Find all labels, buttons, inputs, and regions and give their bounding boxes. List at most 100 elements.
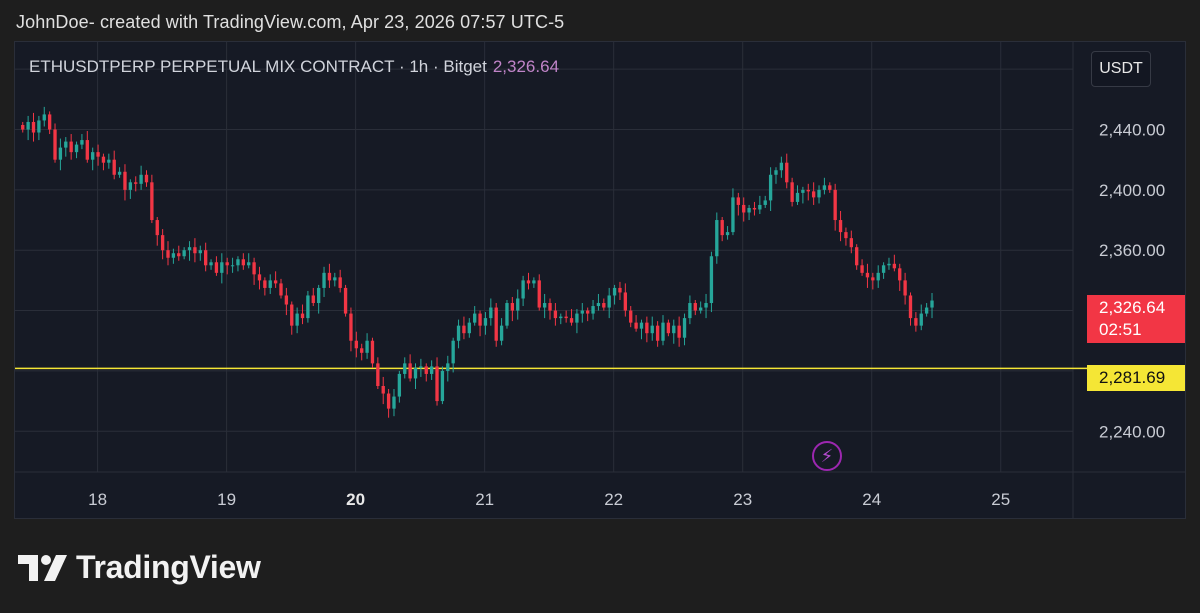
candle: [117, 167, 122, 178]
candle-body: [785, 162, 789, 183]
candle: [591, 300, 595, 320]
candle-body: [499, 325, 504, 341]
candle: [193, 238, 197, 263]
candle: [849, 230, 853, 254]
candle: [542, 293, 547, 319]
candle: [295, 307, 299, 334]
candle: [634, 315, 638, 332]
candle: [650, 316, 654, 341]
candle: [607, 287, 611, 319]
candle-body: [537, 280, 541, 308]
candle: [914, 312, 918, 332]
candle: [569, 309, 574, 326]
candle-body: [677, 325, 681, 338]
candle: [58, 138, 63, 171]
candle: [682, 313, 687, 346]
candle: [736, 192, 740, 216]
candle: [198, 245, 202, 261]
candle: [123, 164, 127, 201]
candle: [107, 153, 111, 169]
candle-body: [365, 340, 369, 353]
candle: [386, 389, 391, 418]
candle-body: [349, 313, 353, 341]
candle: [230, 257, 235, 273]
candle: [333, 272, 337, 287]
candle: [311, 287, 315, 307]
candle: [516, 289, 520, 320]
candle-body: [440, 370, 445, 402]
symbol-legend: ETHUSDTPERP PERPETUAL MIX CONTRACT · 1h …: [29, 57, 559, 77]
candle: [220, 253, 224, 284]
time-axis: 18 19 20 21 22 23 24 25: [88, 490, 1010, 509]
candle: [790, 177, 794, 207]
time-tick-label: 23: [733, 490, 752, 509]
candle: [112, 150, 116, 180]
candle: [171, 248, 176, 264]
candle-body: [639, 322, 644, 329]
horizontal-level-tag[interactable]: 2,281.69: [1087, 365, 1185, 391]
candle-body: [107, 159, 111, 163]
candle-body: [666, 322, 671, 334]
candle: [903, 272, 907, 305]
candle-body: [898, 268, 902, 281]
candle-body: [381, 386, 385, 394]
candle-body: [736, 197, 740, 205]
candle-body: [360, 348, 364, 353]
candle-body: [370, 340, 375, 364]
time-tick-label: 19: [217, 490, 236, 509]
candle: [247, 253, 251, 269]
attribution-text: JohnDoe- created with TradingView.com, A…: [16, 12, 565, 32]
candle-body: [548, 303, 552, 311]
candle-body: [881, 265, 886, 273]
candle: [370, 337, 375, 368]
candle-body: [838, 220, 843, 233]
candle: [693, 300, 697, 316]
candle: [160, 229, 165, 260]
candle-body: [160, 235, 165, 251]
candle: [80, 134, 84, 150]
candle: [559, 313, 563, 325]
candle-body: [688, 303, 692, 319]
candles-layer: [21, 106, 934, 418]
candle-body: [704, 303, 708, 308]
candle-body: [521, 280, 525, 299]
candle-body: [247, 262, 251, 266]
candle-body: [924, 307, 929, 314]
candle-body: [569, 318, 574, 323]
candle-body: [26, 121, 30, 130]
candle: [397, 370, 402, 403]
candle-body: [586, 310, 590, 314]
candle-body: [720, 220, 724, 236]
candle: [715, 212, 719, 264]
price-chart[interactable]: 2,440.00 2,400.00 2,360.00 2,240.00 18 19 20 2…: [15, 42, 1186, 519]
last-price-tag: 2,326.64 02:51: [1087, 295, 1185, 343]
candle-body: [655, 325, 660, 341]
candle-body: [489, 307, 493, 319]
lightning-bolt-icon[interactable]: ⚡︎: [812, 441, 842, 471]
candle-body: [553, 310, 558, 319]
candle-body: [171, 253, 176, 258]
candle: [85, 131, 89, 163]
candle-body: [101, 156, 106, 163]
candle-body: [629, 310, 633, 323]
candle-body: [602, 303, 606, 308]
candle-body: [833, 189, 837, 221]
candle-body: [419, 366, 423, 368]
candle: [435, 357, 439, 406]
candle-body: [478, 313, 482, 326]
candle-body: [327, 272, 332, 281]
candle: [446, 355, 450, 382]
candle: [844, 227, 848, 246]
currency-button[interactable]: USDT: [1091, 51, 1151, 87]
candle-body: [322, 272, 326, 288]
candle-body: [811, 191, 816, 198]
candle: [908, 292, 913, 326]
candle-body: [930, 300, 934, 308]
candle-body: [37, 120, 41, 133]
chart-panel[interactable]: 2,440.00 2,400.00 2,360.00 2,240.00 18 19 20 2…: [14, 41, 1186, 519]
candle: [349, 307, 353, 352]
candle-body: [742, 204, 746, 213]
candle-body: [801, 189, 805, 193]
candle: [451, 337, 455, 373]
candle-body: [424, 366, 428, 374]
